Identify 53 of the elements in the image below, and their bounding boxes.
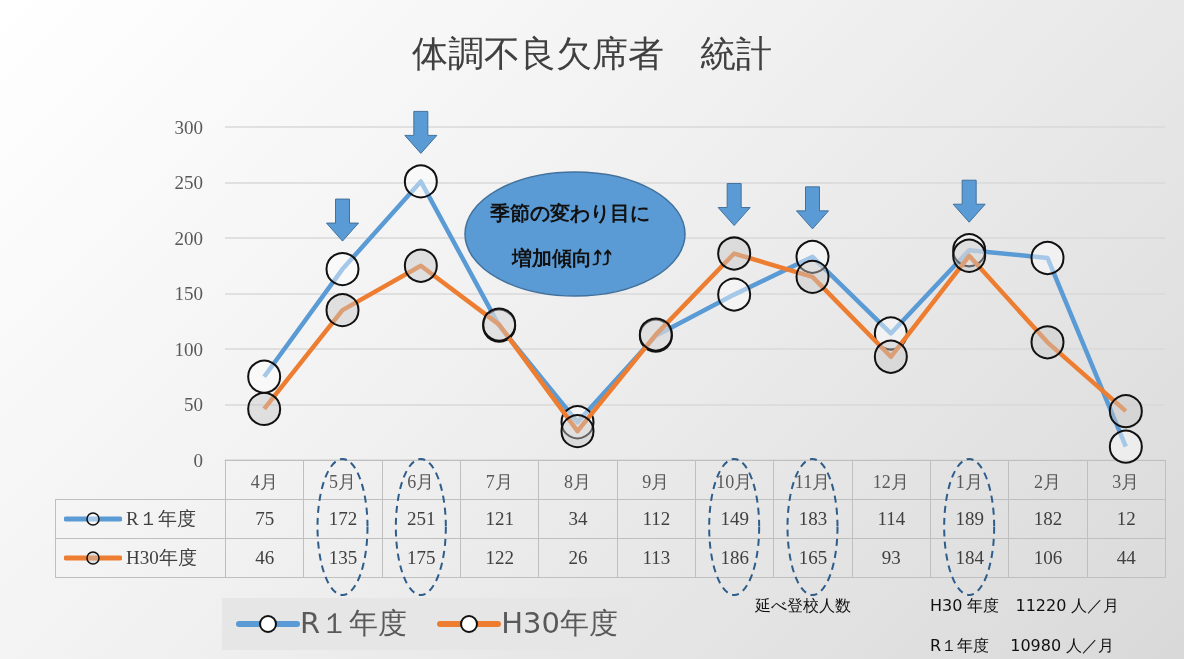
- data-label: 46: [225, 538, 305, 578]
- x-tick-label: 3月: [1112, 472, 1140, 492]
- y-tick-label: 250: [174, 172, 203, 193]
- x-tick-label: 5月: [329, 472, 356, 492]
- x-tick-label: 12月: [872, 472, 909, 492]
- x-tick-label: 6月: [407, 472, 435, 492]
- data-label: 189: [930, 499, 1010, 539]
- legend-label: H30年度: [126, 546, 197, 570]
- data-label: 75: [225, 499, 305, 539]
- data-label: 106: [1008, 538, 1088, 578]
- y-tick-label: 0: [193, 449, 203, 471]
- data-label: 251: [381, 499, 461, 539]
- x-tick-label: 2月: [1034, 472, 1061, 492]
- data-label: 112: [616, 499, 696, 539]
- text: H30 年度 11220 人／月: [930, 596, 1120, 617]
- data-label: 122: [460, 538, 540, 578]
- x-tick-label: 4月: [250, 472, 278, 492]
- data-label: 165: [773, 538, 853, 578]
- data-label: 184: [930, 538, 1010, 578]
- x-tick-label: 10月: [716, 472, 753, 492]
- data-label: 149: [695, 499, 775, 539]
- data-label: 114: [851, 499, 931, 539]
- data-label: 172: [303, 499, 383, 539]
- data-label: 44: [1086, 538, 1166, 578]
- data-label: 26: [538, 538, 618, 578]
- text: 延べ登校人数: [755, 596, 851, 617]
- data-label: 175: [381, 538, 461, 578]
- x-tick-label: 1月: [955, 472, 983, 492]
- legend-label: R１年度: [126, 507, 196, 531]
- data-label: 135: [303, 538, 383, 578]
- x-tick-label: 8月: [564, 472, 591, 492]
- text: R１年度 10980 人／月: [930, 636, 1115, 657]
- data-label: 12: [1086, 499, 1166, 539]
- y-tick-label: 200: [174, 227, 203, 249]
- data-label: 113: [616, 538, 696, 578]
- x-tick-label: 7月: [485, 472, 513, 492]
- annotation: 季節の変わり目に: [490, 200, 650, 227]
- data-label: 182: [1008, 499, 1088, 539]
- chart-title: 体調不良欠席者 統計: [412, 32, 772, 74]
- y-tick-label: 50: [184, 394, 203, 415]
- text: R１年度: [300, 606, 408, 640]
- data-label: 186: [695, 538, 775, 578]
- y-tick-label: 100: [174, 338, 203, 360]
- data-label: 121: [460, 499, 540, 539]
- x-tick-label: 11月: [794, 472, 831, 492]
- y-tick-label: 150: [174, 283, 203, 304]
- y-tick-label: 300: [174, 116, 203, 138]
- x-tick-label: 9月: [642, 472, 670, 492]
- data-label: 183: [773, 499, 853, 539]
- annotation: 増加傾向⤴⤴: [512, 245, 612, 272]
- data-label: 34: [538, 499, 618, 539]
- text: H30年度: [501, 606, 618, 640]
- data-label: 93: [851, 538, 931, 578]
